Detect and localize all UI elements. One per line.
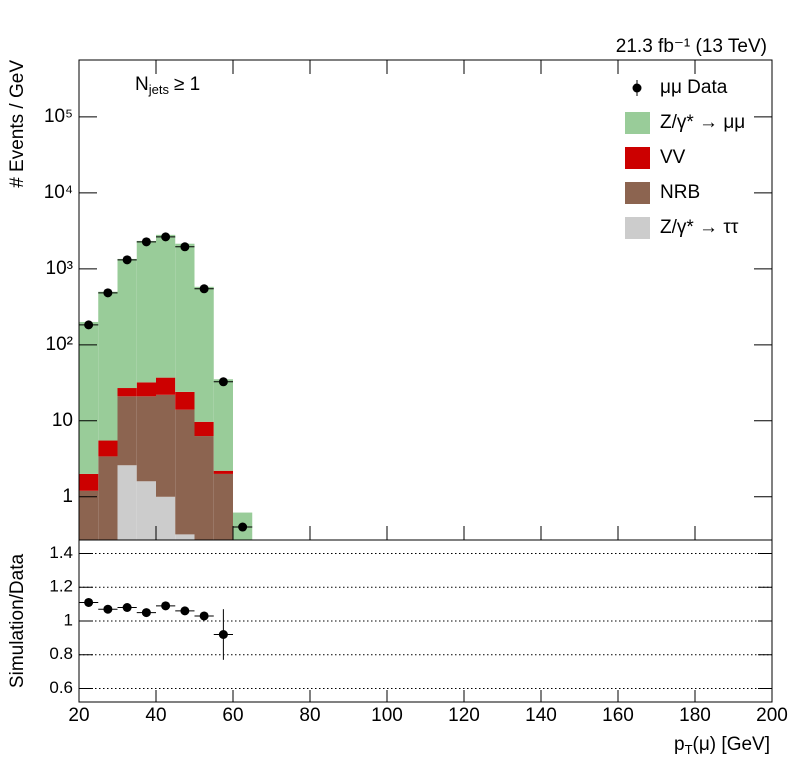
ratio-point (141, 608, 151, 618)
ratio-point (84, 597, 94, 607)
y-tick-label: 10 (52, 410, 73, 431)
hist-bar (136, 481, 156, 540)
hist-bar (175, 409, 195, 535)
hist-bar (213, 470, 233, 474)
hist-bar (136, 396, 156, 482)
legend-label: VV (660, 147, 686, 168)
legend-swatch (625, 147, 650, 169)
y-tick-label: 1.4 (49, 543, 73, 562)
data-point (122, 255, 132, 265)
ratio-point (180, 606, 190, 616)
hist-bar (175, 534, 195, 540)
ratio-frame (78, 539, 773, 703)
y-tick-label: 1.2 (49, 577, 73, 596)
y-axis-label: # Events / GeV (7, 60, 28, 188)
hist-bar (194, 436, 214, 540)
hist-bar (156, 496, 176, 540)
hist-bar (194, 286, 214, 422)
data-point (161, 232, 171, 242)
x-label-sub: T (685, 742, 693, 757)
data-point (218, 377, 228, 387)
x-tick-label: 100 (371, 705, 403, 726)
y-tick-label: 10² (46, 334, 73, 355)
x-tick-label: 200 (756, 705, 788, 726)
hist-bar (117, 258, 137, 389)
y-tick-label: 10⁴ (44, 182, 73, 203)
hist-bar (213, 379, 233, 471)
hist-bar (98, 440, 118, 457)
x-tick-label: 140 (525, 705, 557, 726)
hist-bar (117, 388, 137, 397)
x-label-main: p (674, 734, 685, 755)
hist-bar (136, 382, 156, 397)
ratio-y-axis-label: Simulation/Data (7, 554, 28, 689)
hist-bar (156, 234, 176, 378)
data-point (84, 320, 94, 330)
hist-bar (194, 421, 214, 437)
ratio-point (103, 604, 113, 614)
hist-bar (213, 473, 233, 540)
x-tick-label: 40 (145, 705, 166, 726)
y-tick-label: 10³ (46, 258, 73, 279)
ratio-point (218, 630, 228, 639)
data-point (238, 522, 248, 532)
legend-label: μμ Data (660, 77, 728, 98)
ratio-point (199, 611, 209, 621)
x-tick-label: 160 (602, 705, 634, 726)
hist-bar (117, 396, 137, 466)
ratio-point (122, 603, 132, 612)
x-tick-label: 60 (222, 705, 243, 726)
x-axis-label: pT(μ) [GeV] (674, 734, 770, 757)
legend-marker (632, 83, 642, 93)
hist-bar (156, 394, 176, 497)
data-point (141, 237, 151, 247)
ratio-point (161, 601, 171, 611)
annotation-sub: jets (148, 82, 170, 97)
annotation-suffix: ≥ 1 (174, 74, 200, 95)
hist-bar (175, 243, 195, 392)
data-point (180, 242, 190, 252)
legend-swatch (625, 112, 650, 134)
legend-swatch (625, 182, 650, 204)
x-tick-label: 80 (299, 705, 320, 726)
data-point (199, 284, 209, 294)
hist-bar (79, 473, 99, 491)
x-tick-label: 180 (679, 705, 711, 726)
x-tick-label: 20 (68, 705, 89, 726)
data-point (103, 288, 113, 298)
legend-label: Z/γ* → ττ (660, 217, 739, 238)
hist-bar (98, 456, 118, 540)
legend-swatch (625, 217, 650, 239)
x-label-rest: (μ) [GeV] (693, 734, 770, 755)
lumi-label: 21.3 fb⁻¹ (13 TeV) (616, 36, 767, 57)
hist-bar (79, 321, 99, 474)
y-tick-label: 0.8 (49, 644, 73, 663)
legend-label: Z/γ* → μμ (660, 112, 745, 133)
annotation-main: N (135, 74, 149, 95)
y-tick-label: 1 (62, 486, 73, 507)
hist-bar (156, 377, 176, 395)
hist-bar (117, 465, 137, 540)
y-tick-label: 10⁵ (44, 106, 73, 127)
hist-bar (175, 391, 195, 410)
x-tick-label: 120 (448, 705, 480, 726)
hist-bar (79, 490, 99, 540)
legend-label: NRB (660, 182, 700, 203)
y-tick-label: 1 (64, 610, 73, 629)
y-tick-label: 0.6 (49, 678, 73, 697)
hist-bar (136, 240, 156, 383)
hist-bar (98, 291, 118, 441)
annotation: Njets ≥ 1 (135, 74, 200, 97)
